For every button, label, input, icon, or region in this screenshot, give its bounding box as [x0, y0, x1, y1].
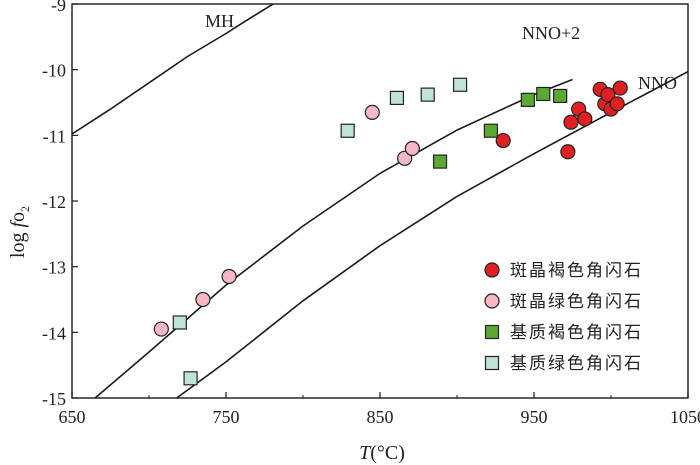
- y-tick-label-10: -10: [42, 61, 66, 81]
- x-tick-label-1050: 1050: [670, 407, 700, 427]
- series-1: [495, 80, 628, 160]
- series-1-point-3: [563, 114, 579, 130]
- x-tick-label-750: 750: [213, 407, 240, 427]
- y-tick-label-12: -12: [42, 192, 66, 212]
- legend-marker-4: [484, 355, 500, 371]
- series-2-point-1: [153, 321, 169, 337]
- series-4: [172, 77, 468, 386]
- series-1-point-8: [600, 87, 616, 103]
- curve-label-nno-2: NNO+2: [522, 23, 580, 43]
- y-tick-label-13: -13: [42, 258, 66, 278]
- series-3-point-5: [553, 88, 568, 104]
- series-2-point-3: [221, 268, 237, 285]
- y-tick-label-11: -11: [43, 126, 66, 146]
- series-2-point-5: [397, 150, 413, 166]
- y-axis: -15 -14 -13 -12 -11 -10 -9: [42, 0, 78, 409]
- y-axis-label-italic: f: [7, 220, 29, 228]
- x-tick-label-850: 850: [367, 407, 394, 427]
- series-3: [432, 86, 568, 169]
- series-1-point-5: [577, 111, 593, 127]
- series-3-point-3: [520, 92, 535, 107]
- legend-label-3: 基质褐色角闪石: [510, 323, 643, 342]
- y-axis-label-prefix: log: [7, 228, 29, 259]
- series-4-point-4: [389, 90, 405, 106]
- series-1-point-1: [495, 132, 511, 149]
- x-tick-label-650: 650: [59, 407, 86, 427]
- buffer-curve-nno: [176, 70, 688, 398]
- series-3-point-1: [432, 154, 448, 169]
- x-axis-label: T(°C): [359, 442, 405, 464]
- series-1-point-10: [609, 96, 625, 112]
- y-axis-label-sub: 2: [18, 206, 32, 212]
- buffer-curve-nno-2: [94, 78, 573, 398]
- series-1-point-11: [612, 80, 628, 96]
- y-axis-label: log fo2: [7, 206, 32, 258]
- y-tick-label-14: -14: [42, 323, 66, 343]
- curve-label-nno: NNO: [638, 73, 677, 93]
- legend-label-4: 基质绿色角闪石: [510, 354, 643, 373]
- x-tick-label-950: 950: [521, 407, 548, 427]
- series-2-point-4: [364, 104, 380, 120]
- series-3-point-2: [483, 123, 498, 138]
- curve-label-mh: MH: [205, 11, 234, 31]
- series-2-point-6: [404, 140, 420, 157]
- series-3-point-4: [536, 86, 551, 102]
- series-1-point-2: [560, 144, 576, 160]
- legend-label-2: 斑晶绿色角闪石: [510, 292, 643, 311]
- legend-marker-1: [484, 262, 500, 278]
- x-axis-label-rest: (°C): [370, 442, 405, 464]
- series-4-point-3: [340, 123, 355, 138]
- y-tick-label-15: -15: [42, 389, 66, 409]
- buffer-curve-mh: [72, 4, 275, 135]
- series-4-point-5: [420, 87, 435, 102]
- plot-area: MH NNO+2 NNO: [71, 3, 689, 399]
- y-tick-label-9: -9: [51, 0, 66, 15]
- legend-label-1: 斑晶褐色角闪石: [510, 261, 643, 280]
- series-4-point-6: [452, 77, 468, 92]
- series-4-point-1: [172, 315, 187, 330]
- series-2: [153, 104, 420, 337]
- legend-marker-2: [484, 293, 500, 309]
- series-4-point-2: [183, 371, 198, 386]
- legend-marker-3: [484, 324, 500, 340]
- x-axis: 650 750 850 950 1050: [59, 392, 700, 427]
- y-axis-label-o: o: [7, 212, 29, 222]
- series-2-point-2: [195, 291, 211, 308]
- x-axis-label-italic: T: [359, 442, 372, 464]
